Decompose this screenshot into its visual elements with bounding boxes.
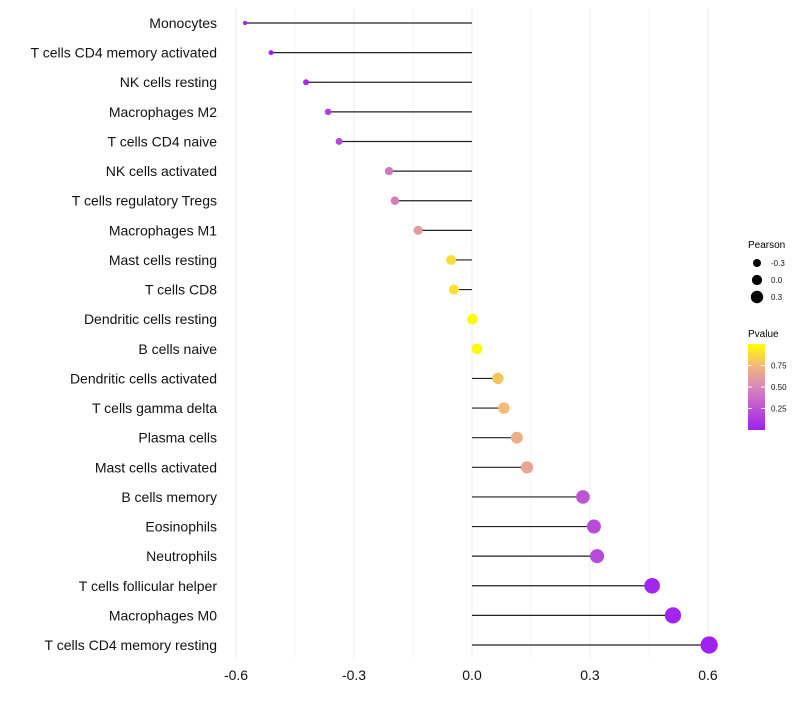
- y-tick-label: T cells CD8: [145, 282, 217, 298]
- y-tick-label: Plasma cells: [138, 430, 217, 446]
- y-tick-label: T cells CD4 memory activated: [31, 45, 217, 61]
- y-tick-label: T cells CD4 memory resting: [45, 637, 217, 653]
- legend-color-label: 0.75: [771, 362, 787, 371]
- pvalue-colorbar: [748, 344, 765, 430]
- y-tick-label: Dendritic cells resting: [84, 311, 217, 327]
- point: [324, 108, 332, 116]
- y-tick-label: Monocytes: [149, 15, 217, 31]
- y-tick-label: T cells regulatory Tregs: [72, 193, 217, 209]
- y-tick-label: Mast cells activated: [95, 459, 217, 475]
- point: [448, 284, 459, 295]
- point: [576, 490, 590, 504]
- legend-size-key: [753, 259, 761, 267]
- point: [586, 519, 601, 534]
- point: [520, 461, 534, 474]
- y-tick-label: Macrophages M0: [109, 607, 217, 623]
- legend-size-key: [751, 274, 763, 286]
- point: [492, 372, 504, 385]
- point: [471, 343, 483, 355]
- points: [242, 20, 718, 654]
- x-tick-label: 0.3: [580, 667, 600, 683]
- y-tick-label: Macrophages M1: [109, 222, 217, 238]
- point: [510, 431, 523, 444]
- legend-size-label: -0.3: [771, 259, 785, 268]
- y-axis-labels: Monocytes T cells CD4 memory activated NK …: [31, 15, 218, 653]
- point: [467, 313, 478, 325]
- point: [700, 636, 718, 654]
- y-tick-label: T cells CD4 naive: [108, 133, 218, 149]
- y-tick-label: Macrophages M2: [109, 104, 217, 120]
- x-tick-label: 0.6: [698, 667, 718, 683]
- stems: [245, 22, 710, 646]
- y-tick-label: Mast cells resting: [109, 252, 217, 268]
- legend-size-key: [750, 290, 764, 304]
- point: [590, 549, 605, 564]
- point: [335, 138, 343, 145]
- legend-size-label: 0.3: [771, 293, 783, 302]
- y-tick-label: Neutrophils: [146, 548, 217, 564]
- legend-color-label: 0.50: [771, 383, 787, 392]
- legend-size-label: 0.0: [771, 276, 783, 285]
- y-tick-label: B cells memory: [121, 489, 217, 505]
- x-tick-label: -0.3: [342, 667, 366, 683]
- point: [384, 166, 394, 176]
- point: [242, 20, 248, 26]
- y-tick-label: NK cells resting: [120, 74, 217, 90]
- legend-pvalue-title: Pvalue: [748, 329, 779, 340]
- x-axis-labels: -0.6 -0.3 0.0 0.3 0.6: [224, 667, 718, 683]
- grid-lines: [235, 8, 709, 658]
- x-tick-label: 0.0: [462, 667, 482, 683]
- y-tick-label: T cells gamma delta: [92, 400, 217, 416]
- point: [664, 607, 682, 624]
- point: [644, 577, 660, 594]
- y-tick-label: Eosinophils: [145, 519, 217, 535]
- y-tick-label: B cells naive: [138, 341, 217, 357]
- point: [413, 225, 423, 235]
- point: [446, 254, 457, 265]
- point: [268, 50, 274, 56]
- x-tick-label: -0.6: [224, 667, 248, 683]
- point: [303, 79, 310, 86]
- y-tick-label: Dendritic cells activated: [70, 370, 217, 386]
- legend-color-label: 0.25: [771, 405, 787, 414]
- y-tick-label: T cells follicular helper: [79, 578, 218, 594]
- point: [498, 402, 510, 414]
- point: [390, 196, 400, 205]
- legend-pearson-title: Pearson: [748, 240, 785, 251]
- legend-pvalue: Pvalue 0.75 0.50 0.25: [748, 329, 787, 430]
- y-tick-label: NK cells activated: [106, 163, 217, 179]
- legend-pearson: Pearson -0.3 0.0 0.3: [748, 240, 785, 304]
